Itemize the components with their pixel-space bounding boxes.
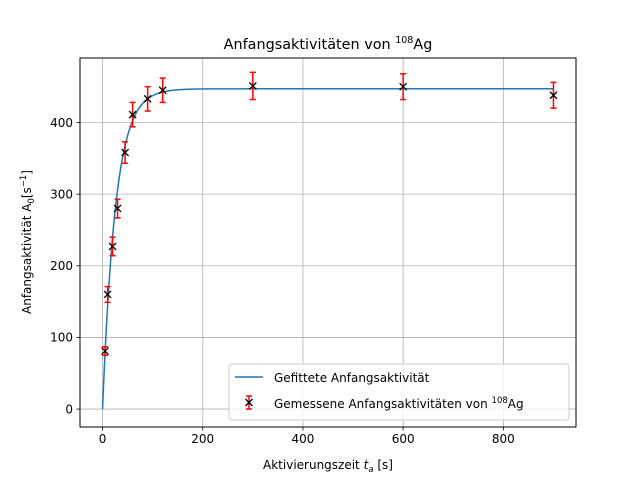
- point-marker: [158, 86, 167, 95]
- data-point: [108, 236, 117, 257]
- point-marker: [108, 242, 117, 251]
- data-point: [128, 101, 137, 128]
- legend-box: [228, 363, 570, 421]
- y-tick-label: 0: [65, 402, 73, 416]
- x-axis-label: Aktivierungszeit ta [s]: [263, 458, 393, 475]
- legend-measured-label: Gemessene Anfangsaktivitäten von 108Ag: [274, 396, 524, 411]
- fit-curve: [101, 88, 554, 410]
- y-tick-label: 300: [50, 187, 73, 201]
- data-point: [143, 85, 152, 112]
- axes-frame: [79, 57, 577, 428]
- x-tick-label: 600: [392, 432, 415, 446]
- y-axis-ticks: 0 100 200 300 400: [50, 116, 80, 416]
- point-marker: [113, 204, 122, 213]
- legend-fit-label: Gefittete Anfangsaktivität: [274, 371, 430, 385]
- data-points-layer: [101, 71, 558, 357]
- y-tick-label: 200: [50, 259, 73, 273]
- x-tick-label: 800: [492, 432, 515, 446]
- legend-measured-swatch: [245, 395, 253, 410]
- y-axis-label: Anfangsaktivität A0[s−1]: [19, 170, 37, 314]
- point-marker: [399, 82, 408, 91]
- legend: Gefittete Anfangsaktivität Gemessene Anf…: [228, 363, 570, 421]
- y-tick-label: 100: [50, 331, 73, 345]
- point-marker: [103, 290, 112, 299]
- point-marker: [549, 91, 558, 100]
- chart-title: Anfangsaktivitäten von 108Ag: [224, 35, 433, 53]
- point-marker: [101, 347, 110, 356]
- data-point: [101, 346, 110, 357]
- data-point: [103, 285, 112, 304]
- x-tick-label: 400: [291, 432, 314, 446]
- x-tick-label: 200: [191, 432, 214, 446]
- data-point: [113, 198, 122, 219]
- x-axis-ticks: 0 200 400 600 800: [99, 427, 515, 446]
- point-marker: [121, 148, 130, 157]
- data-point: [549, 81, 558, 109]
- data-point: [121, 141, 130, 165]
- point-marker: [248, 81, 257, 90]
- data-point: [399, 73, 408, 101]
- point-marker: [143, 94, 152, 103]
- fit-curve-layer: [101, 88, 554, 410]
- data-point: [248, 71, 257, 101]
- x-tick-label: 0: [99, 432, 107, 446]
- data-point: [158, 77, 167, 104]
- point-marker: [128, 110, 137, 119]
- y-tick-label: 400: [50, 116, 73, 130]
